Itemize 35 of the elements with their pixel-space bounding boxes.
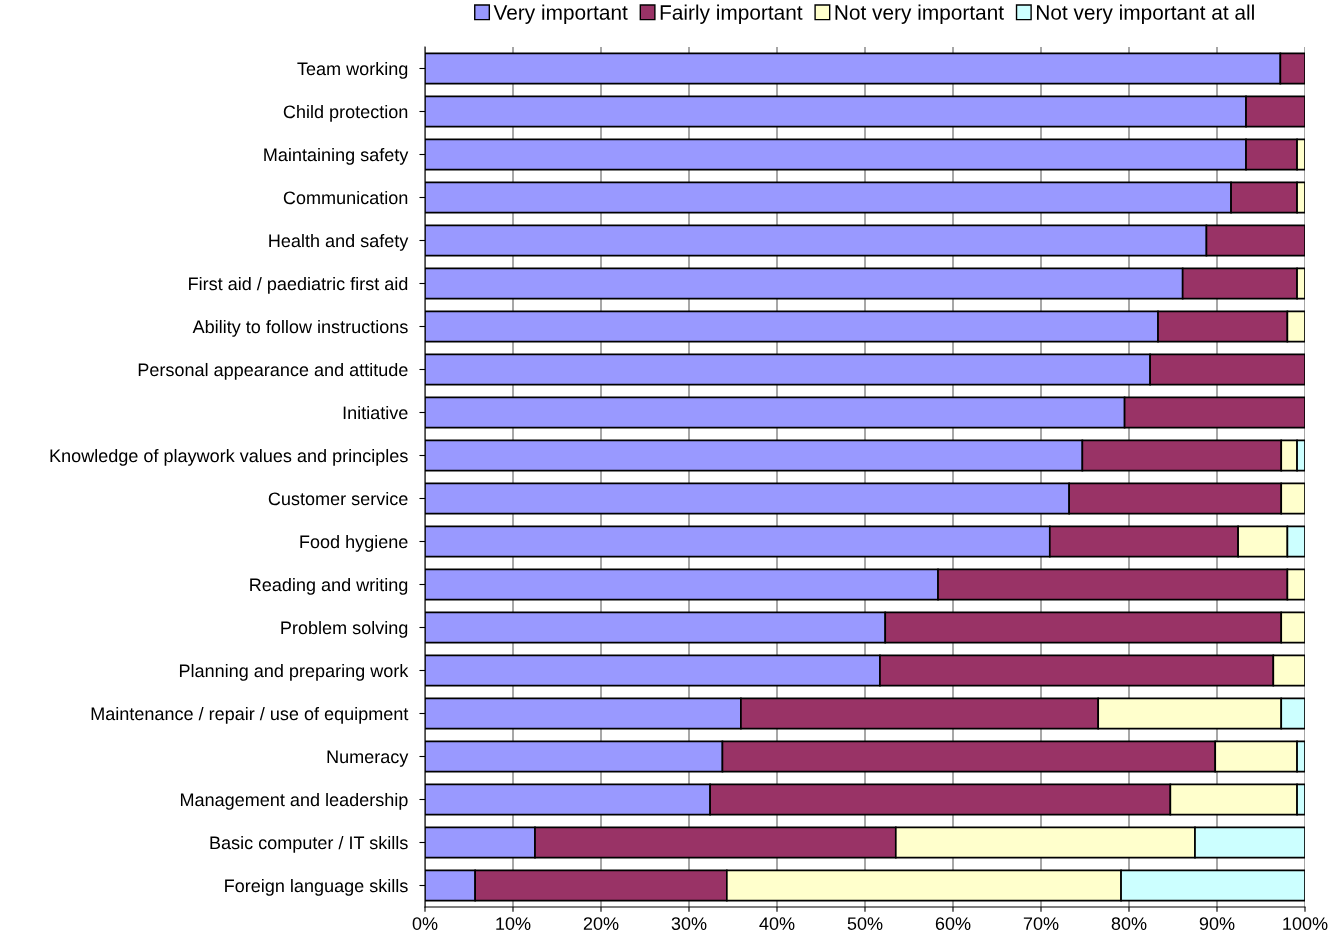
y-tick-label: Problem solving [281, 620, 408, 638]
x-tick-label: 0% [412, 917, 438, 930]
x-tick-label: 100% [1283, 917, 1328, 930]
legend-label: Very important [493, 4, 628, 24]
x-tick-label: 40% [759, 917, 795, 930]
x-tick-label: 20% [583, 917, 619, 930]
x-tick-label: 10% [496, 917, 531, 930]
y-tick-label: Numeracy [327, 750, 409, 767]
y-tick-label: Foreign language skills [225, 878, 408, 896]
y-tick-label: Health and safety [269, 233, 409, 251]
y-tick-label: Team working [297, 61, 408, 79]
x-tick-label: 60% [935, 917, 971, 930]
y-tick-label: Management and leadership [180, 792, 408, 810]
x-tick-label: 90% [1199, 917, 1235, 930]
legend-label: Fairly important [660, 4, 803, 24]
y-tick-label: Food hygiene [300, 534, 408, 552]
y-tick-label: Maintenance / repair / use of equipment [91, 706, 409, 724]
legend-label: Not very important at all [1036, 4, 1254, 24]
y-tick-label: Basic computer / IT skills [210, 835, 408, 853]
y-tick-label: Reading and writing [250, 577, 408, 595]
y-tick-label: Ability to follow instructions [192, 319, 408, 337]
x-tick-label: 80% [1111, 917, 1147, 930]
y-tick-label: Planning and preparing work [179, 663, 409, 681]
y-tick-label: Knowledge of playwork values and principles [50, 448, 408, 466]
x-tick-label: 50% [847, 917, 883, 930]
y-tick-label: Initiative [343, 405, 408, 420]
y-tick-label: Maintaining safety [264, 147, 409, 165]
y-tick-label: Communication [283, 190, 408, 205]
y-tick-label: Child protection [283, 104, 408, 122]
y-tick-label: Customer service [268, 491, 408, 506]
x-tick-label: 30% [671, 917, 707, 930]
legend-label: Not very important [835, 4, 1004, 24]
x-tick-label: 70% [1023, 917, 1059, 930]
y-tick-label: First aid / paediatric first aid [189, 276, 408, 294]
y-tick-label: Personal appearance and attitude [138, 362, 408, 380]
